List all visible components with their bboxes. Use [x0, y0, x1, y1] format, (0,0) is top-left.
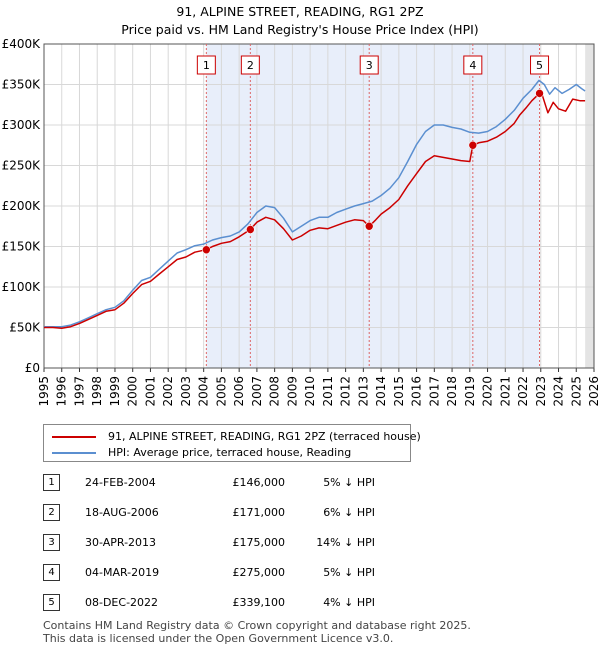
sale-hpi-diff: 14% ↓ HPI: [316, 535, 375, 549]
sales-table: 1 24-FEB-2004 £146,000 5% ↓ HPI 2 18-AUG…: [43, 467, 375, 617]
x-tick-label: 1996: [55, 376, 69, 407]
x-tick-label: 2006: [232, 376, 246, 407]
sale-point: [468, 140, 478, 150]
x-tick-label: 2008: [268, 376, 282, 407]
x-tick-label: 2009: [285, 376, 299, 407]
x-tick-label: 1998: [90, 376, 104, 407]
sale-point: [202, 245, 211, 255]
sale-marker-label: 3: [43, 533, 60, 551]
x-tick-label: 2025: [569, 376, 583, 407]
sale-label: 3: [366, 59, 373, 72]
x-tick-label: 1995: [37, 376, 51, 407]
sale-marker-label: 1: [43, 473, 60, 491]
sale-date: 24-FEB-2004: [85, 475, 156, 489]
sale-label-box: [530, 55, 550, 75]
x-tick-label: 2018: [445, 376, 459, 407]
sale-point: [535, 89, 544, 98]
sale-marker-label: 4: [43, 563, 60, 581]
sale-point: [246, 225, 255, 234]
chart-title: 91, ALPINE STREET, READING, RG1 2PZ: [176, 4, 424, 19]
sale-label: 2: [247, 59, 254, 72]
table-row: 4 04-MAR-2019 £275,000 5% ↓ HPI: [43, 557, 375, 587]
x-tick-label: 2013: [356, 376, 370, 407]
y-tick-label: £150K: [2, 240, 42, 254]
sale-hpi-diff: 6% ↓ HPI: [323, 505, 375, 519]
sale-label: 1: [203, 59, 210, 72]
sale-hpi-diff: 5% ↓ HPI: [323, 565, 375, 579]
footer-copyright: Contains HM Land Registry data © Crown c…: [43, 619, 471, 632]
legend-label-property: 91, ALPINE STREET, READING, RG1 2PZ (ter…: [108, 430, 421, 443]
legend-label-hpi: HPI: Average price, terraced house, Read…: [108, 446, 352, 459]
footer-licence: This data is licensed under the Open Gov…: [43, 632, 394, 645]
sale-label: 4: [469, 59, 476, 72]
x-tick-label: 2015: [392, 376, 406, 407]
x-tick-label: 2001: [143, 376, 157, 407]
x-tick-label: 2019: [463, 376, 477, 407]
x-tick-label: 2011: [321, 376, 335, 407]
x-tick-label: 2000: [126, 376, 140, 407]
chart-subtitle: Price paid vs. HM Land Registry's House …: [121, 22, 479, 37]
y-tick-label: £300K: [2, 118, 42, 132]
series-line-hpi: [44, 79, 586, 328]
price-chart: £0 £50K £100K £150K £200K £250K £300K £350K £400…: [2, 37, 600, 407]
y-tick-label: £250K: [2, 159, 42, 173]
x-tick-label: 2020: [481, 376, 495, 407]
footer: Contains HM Land Registry data © Crown c…: [43, 619, 471, 645]
y-tick-label: £400K: [2, 37, 42, 51]
x-tick-label: 1997: [72, 376, 86, 407]
sale-price: £175,000: [232, 535, 286, 549]
sale-price: £275,000: [232, 565, 286, 579]
x-tick-label: 2010: [303, 376, 317, 407]
sale-price: £171,000: [232, 505, 286, 519]
table-row: 5 08-DEC-2022 £339,100 4% ↓ HPI: [43, 587, 375, 617]
sale-date: 30-APR-2013: [85, 535, 157, 549]
x-tick-label: 2014: [374, 376, 388, 407]
table-row: 1 24-FEB-2004 £146,000 5% ↓ HPI: [43, 467, 375, 497]
x-tick-label: 2026: [587, 376, 600, 407]
y-tick-label: £200K: [2, 199, 42, 213]
sale-hpi-diff: 4% ↓ HPI: [323, 595, 375, 609]
sale-marker-label: 5: [43, 593, 60, 611]
x-tick-label: 2012: [339, 376, 353, 407]
table-row: 3 30-APR-2013 £175,000 14% ↓ HPI: [43, 527, 375, 557]
sale-date: 04-MAR-2019: [85, 565, 160, 579]
sale-label-box: [240, 55, 260, 75]
x-tick-label: 2004: [197, 376, 211, 407]
sale-price: £339,100: [232, 595, 286, 609]
sale-label: 5: [536, 59, 543, 72]
x-tick-label: 2007: [250, 376, 264, 407]
x-tick-label: 2016: [410, 376, 424, 407]
x-tick-label: 2005: [214, 376, 228, 407]
series-line-property: [44, 92, 586, 330]
x-tick-label: 2021: [498, 376, 512, 407]
sale-date: 08-DEC-2022: [85, 595, 159, 609]
legend-line-hpi: [52, 452, 96, 454]
y-tick-label: £50K: [9, 321, 41, 335]
sale-price: £146,000: [232, 475, 286, 489]
x-tick-label: 2002: [161, 376, 175, 407]
legend-line-property: [52, 436, 96, 438]
x-tick-label: 2024: [552, 376, 566, 407]
table-row: 2 18-AUG-2006 £171,000 6% ↓ HPI: [43, 497, 375, 527]
sale-marker-label: 2: [43, 503, 60, 521]
sale-date: 18-AUG-2006: [85, 505, 159, 519]
y-tick-label: £0: [25, 361, 40, 375]
sale-label-box: [463, 55, 483, 75]
sale-label-box: [196, 55, 216, 75]
y-tick-label: £100K: [2, 280, 42, 294]
sale-label-box: [359, 55, 379, 75]
y-tick-label: £350K: [2, 78, 42, 92]
plot-frame: [43, 43, 595, 369]
x-tick-label: 2017: [427, 376, 441, 407]
x-tick-label: 1999: [108, 376, 122, 407]
x-tick-label: 2003: [179, 376, 193, 407]
sale-hpi-diff: 5% ↓ HPI: [323, 475, 375, 489]
sale-point: [364, 221, 374, 231]
chart-legend: 91, ALPINE STREET, READING, RG1 2PZ (ter…: [43, 424, 421, 462]
x-tick-label: 2022: [516, 376, 530, 407]
x-tick-label: 2023: [534, 376, 548, 407]
